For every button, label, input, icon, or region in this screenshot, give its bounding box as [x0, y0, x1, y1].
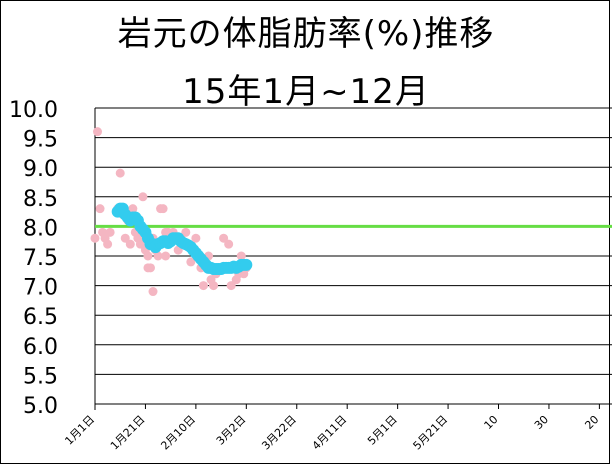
daily-point — [198, 281, 208, 291]
x-tick-label: 1月1日 — [62, 413, 97, 448]
daily-point — [161, 251, 171, 261]
daily-point — [128, 204, 138, 214]
moving-avg-point — [240, 258, 253, 271]
x-tick-label: 30 — [532, 413, 551, 432]
y-tick-label: 9.5 — [23, 128, 58, 153]
daily-point — [219, 233, 229, 243]
daily-point — [181, 227, 191, 237]
y-tick-label: 6.0 — [23, 335, 58, 360]
daily-point — [105, 227, 115, 237]
daily-point — [145, 263, 155, 273]
y-tick-label: 7.0 — [23, 276, 58, 301]
daily-point — [226, 281, 236, 291]
x-tick-label: 3月22日 — [259, 413, 299, 453]
daily-point — [191, 233, 201, 243]
y-tick-label: 7.5 — [23, 246, 58, 271]
y-tick-label: 10.0 — [9, 98, 58, 123]
x-tick-label: 4月11日 — [310, 413, 350, 453]
x-tick-label: 5月1日 — [365, 413, 400, 448]
daily-point — [236, 251, 246, 261]
x-tick-label: 1月21日 — [108, 413, 148, 453]
x-tick-label: 20 — [582, 413, 601, 432]
chart-subtitle: 15年1月~12月 — [182, 72, 430, 112]
y-tick-label: 9.0 — [23, 157, 58, 182]
daily-point — [125, 239, 135, 249]
daily-point — [103, 239, 113, 249]
daily-point — [120, 233, 130, 243]
daily-point — [158, 204, 168, 214]
daily-point — [209, 281, 219, 291]
daily-point — [186, 257, 196, 267]
y-tick-label: 5.0 — [23, 394, 58, 419]
daily-point — [224, 239, 234, 249]
y-tick-label: 5.5 — [23, 364, 58, 389]
daily-point — [95, 204, 105, 214]
x-tick-label: 3月2日 — [214, 413, 249, 448]
daily-point — [148, 287, 158, 297]
chart-title: 岩元の体脂肪率(%)推移 — [117, 14, 495, 54]
x-tick-label: 10 — [482, 413, 501, 432]
daily-point — [93, 127, 103, 137]
y-tick-label: 8.0 — [23, 216, 58, 241]
y-tick-label: 6.5 — [23, 305, 58, 330]
y-tick-label: 8.5 — [23, 187, 58, 212]
x-tick-label: 5月21日 — [411, 413, 451, 453]
daily-point — [90, 233, 100, 243]
daily-point — [153, 251, 163, 261]
daily-point — [135, 239, 145, 249]
daily-point — [138, 192, 148, 202]
daily-point — [143, 251, 153, 261]
daily-point — [115, 168, 125, 178]
x-tick-label: 2月10日 — [158, 413, 198, 453]
